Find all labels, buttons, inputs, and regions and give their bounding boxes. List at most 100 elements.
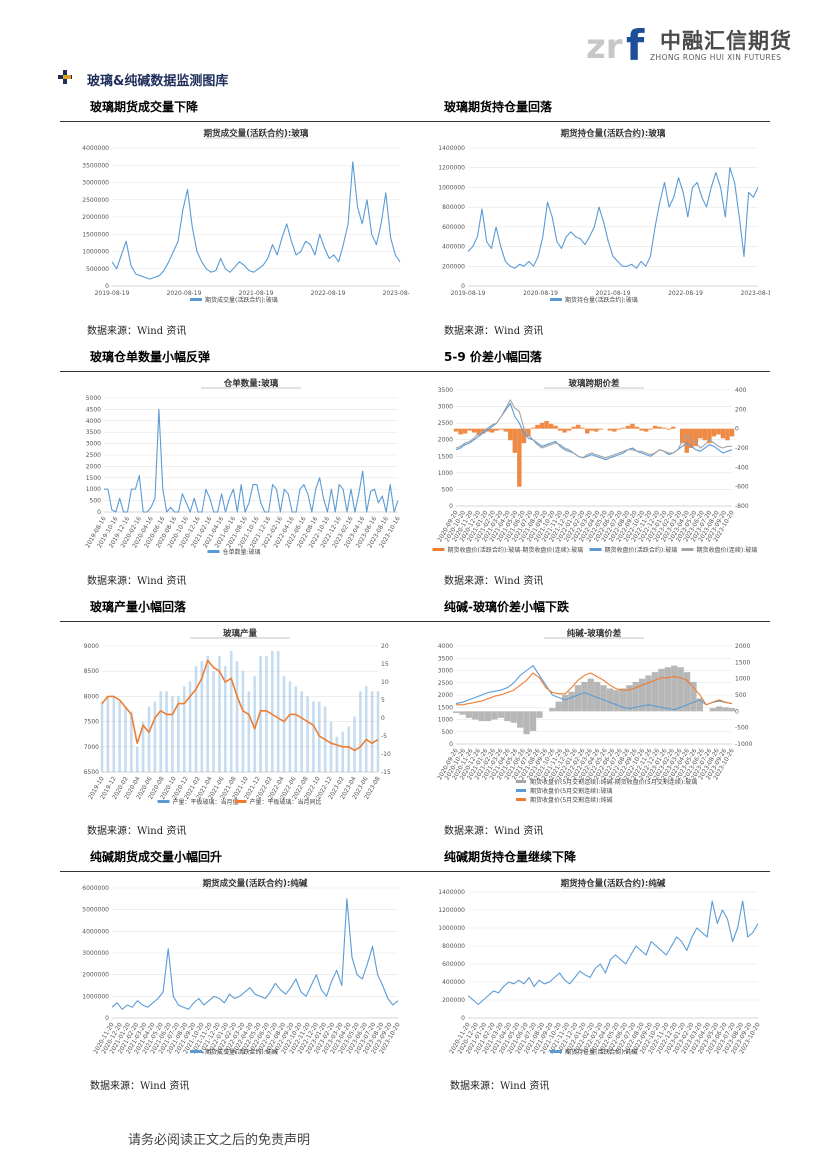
bar: [265, 656, 268, 772]
bar: [112, 696, 116, 772]
area-bar: [639, 428, 644, 431]
chart-title: 期货成交量(活跃合约):纯碱: [203, 878, 308, 889]
y-tick-label: 1500000: [82, 231, 109, 238]
area-bar: [670, 426, 676, 429]
bar: [188, 681, 192, 772]
area-bar: [517, 428, 522, 487]
y-tick-label: 1000000: [438, 925, 465, 932]
bar: [241, 671, 245, 772]
y-tick-label: 1200000: [438, 907, 465, 914]
area-bar: [616, 428, 622, 430]
y-tick-label: 4500: [86, 406, 101, 413]
company-logo: zr f 中融汇信期货 ZHONG RONG HUI XIN FUTURES: [586, 20, 791, 70]
area-bar: [707, 428, 712, 444]
bar: [130, 711, 133, 772]
y-tick-label: 3500: [86, 429, 101, 436]
area-bar: [539, 422, 545, 429]
area-bar: [716, 428, 721, 435]
y2-tick-label: -10: [381, 751, 391, 758]
y2-tick-label: -5: [381, 733, 387, 740]
area-bar: [561, 695, 569, 712]
bar: [329, 721, 333, 772]
legend-label: 期货收盘价(活跃合约):玻璃-期货收盘价(连续):玻璃: [448, 546, 584, 554]
y2-tick-label: 400: [735, 387, 747, 394]
source-note: 数据来源：Wind 资讯: [90, 1081, 190, 1092]
bar: [294, 686, 298, 772]
area-bar: [648, 428, 653, 430]
legend-swatch: [516, 798, 526, 801]
section-title: 玻璃&纯碱数据监测图库: [87, 74, 229, 89]
area-bar: [671, 665, 678, 712]
area-bar: [728, 708, 736, 712]
y-tick-label: 3500: [438, 655, 453, 662]
area-bar: [725, 428, 730, 441]
chart-title: 玻璃产量: [223, 628, 258, 639]
bar: [306, 696, 309, 772]
y-tick-label: 2000: [86, 463, 101, 470]
chart-svg: 玻璃产量 6500 7000 7500 8000 8500 9000 -15 -10 -5 0 5 10…: [84, 628, 391, 806]
bar: [341, 731, 345, 772]
area-bar: [452, 711, 460, 713]
area-bar: [720, 428, 726, 439]
area-bar: [729, 428, 735, 437]
chart-soda-open-interest: 期货持仓量(活跃合约):纯碱 0 200000 400000 600000 800000 1…: [420, 874, 770, 1064]
y2-tick-label: -800: [735, 503, 749, 510]
bar: [218, 656, 221, 772]
area-bar: [584, 428, 590, 434]
y-tick-label: 3000: [438, 404, 453, 411]
area-bar: [684, 428, 689, 453]
area-bar: [722, 707, 729, 712]
bar: [235, 661, 239, 772]
legend-swatch: [681, 548, 694, 551]
y-tick-label: 4000: [86, 418, 101, 425]
y-tick-label: 2000: [438, 437, 453, 444]
bar: [288, 681, 292, 772]
series-line: [455, 665, 733, 711]
y2-tick-label: 200: [735, 406, 747, 413]
panel-title-glass-warrant: 玻璃仓单数量小幅反弹: [90, 350, 211, 364]
area-bar: [489, 428, 495, 433]
y-tick-label: 800000: [442, 204, 465, 211]
bar: [206, 656, 209, 772]
area-bar: [491, 711, 498, 720]
area-bar: [594, 681, 601, 712]
bar: [271, 651, 274, 772]
series-line: [455, 399, 732, 459]
y-tick-label: 5000: [86, 395, 101, 402]
legend-swatch: [190, 1050, 202, 1053]
bar: [347, 726, 350, 772]
y-tick-label: 600000: [442, 224, 465, 231]
legend-swatch: [234, 800, 247, 803]
y-tick-label: 2000000: [82, 214, 109, 221]
area-bar: [613, 690, 620, 712]
chart-soda-glass-spread: 纯碱-玻璃价差 0 500 1000 1500 2000 2500 3000 3500 4000 -…: [420, 624, 770, 814]
y2-tick-label: 1500: [735, 659, 750, 666]
bar: [370, 691, 374, 772]
chart-svg: 仓单数量:玻璃 0 500 1000 1500 2000 2500 3000 3500 4000 4…: [84, 378, 402, 556]
logo-company-name-en: ZHONG RONG HUI XIN FUTURES: [650, 53, 782, 62]
chart-title: 玻璃跨期价差: [568, 378, 620, 389]
y-tick-label: 800000: [442, 943, 465, 950]
area-bar: [693, 428, 699, 447]
area-bar: [544, 420, 549, 429]
legend-label: 仓单数量:玻璃: [223, 548, 261, 556]
y-tick-label: 3000000: [82, 950, 109, 957]
y-tick-label: 1000: [86, 486, 101, 493]
x-tick-label: 2023-08-19: [383, 290, 410, 297]
area-bar: [529, 711, 537, 731]
legend-label: 期货收盘价(5月交割连续):纯碱: [530, 796, 613, 804]
y2-tick-label: 10: [381, 679, 389, 686]
x-tick-label: 2021-08-19: [239, 290, 274, 297]
chart-glass-output: 玻璃产量 6500 7000 7500 8000 8500 9000 -15 -10 -5 0 5 10…: [60, 624, 410, 814]
area-bar: [510, 711, 517, 723]
area-bar: [621, 427, 626, 429]
y2-tick-label: 500: [735, 692, 747, 699]
y2-tick-label: -1000: [735, 741, 753, 748]
area-bar: [709, 708, 716, 712]
bar: [229, 651, 233, 772]
bar: [300, 691, 303, 772]
y-tick-label: 3500000: [82, 162, 109, 169]
legend-label: 期货持仓量(活跃合约):纯碱: [565, 1048, 638, 1056]
legend-label: 期货收盘价(活跃合约):玻璃: [605, 546, 678, 554]
legend-swatch: [550, 1050, 562, 1053]
